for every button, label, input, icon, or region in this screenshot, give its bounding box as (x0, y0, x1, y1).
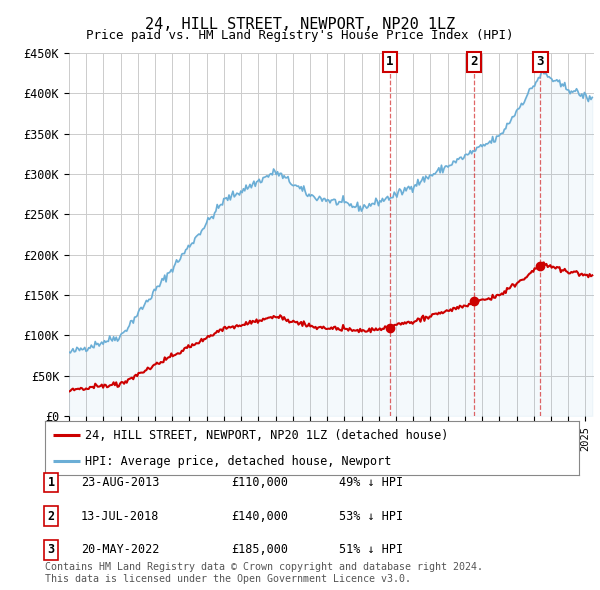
Text: Contains HM Land Registry data © Crown copyright and database right 2024.: Contains HM Land Registry data © Crown c… (45, 562, 483, 572)
Text: 53% ↓ HPI: 53% ↓ HPI (339, 510, 403, 523)
Text: £185,000: £185,000 (231, 543, 288, 556)
Text: 2: 2 (470, 55, 478, 68)
Text: 1: 1 (47, 476, 55, 489)
Text: HPI: Average price, detached house, Newport: HPI: Average price, detached house, Newp… (85, 455, 391, 468)
Text: 51% ↓ HPI: 51% ↓ HPI (339, 543, 403, 556)
Text: Price paid vs. HM Land Registry's House Price Index (HPI): Price paid vs. HM Land Registry's House … (86, 30, 514, 42)
Text: 24, HILL STREET, NEWPORT, NP20 1LZ (detached house): 24, HILL STREET, NEWPORT, NP20 1LZ (deta… (85, 429, 448, 442)
Text: 2: 2 (47, 510, 55, 523)
Text: £140,000: £140,000 (231, 510, 288, 523)
Text: 3: 3 (47, 543, 55, 556)
Text: 49% ↓ HPI: 49% ↓ HPI (339, 476, 403, 489)
Text: 13-JUL-2018: 13-JUL-2018 (81, 510, 160, 523)
Text: 1: 1 (386, 55, 394, 68)
Text: 3: 3 (536, 55, 544, 68)
Text: £110,000: £110,000 (231, 476, 288, 489)
Text: 24, HILL STREET, NEWPORT, NP20 1LZ: 24, HILL STREET, NEWPORT, NP20 1LZ (145, 17, 455, 31)
Text: 23-AUG-2013: 23-AUG-2013 (81, 476, 160, 489)
Text: 20-MAY-2022: 20-MAY-2022 (81, 543, 160, 556)
Text: This data is licensed under the Open Government Licence v3.0.: This data is licensed under the Open Gov… (45, 574, 411, 584)
